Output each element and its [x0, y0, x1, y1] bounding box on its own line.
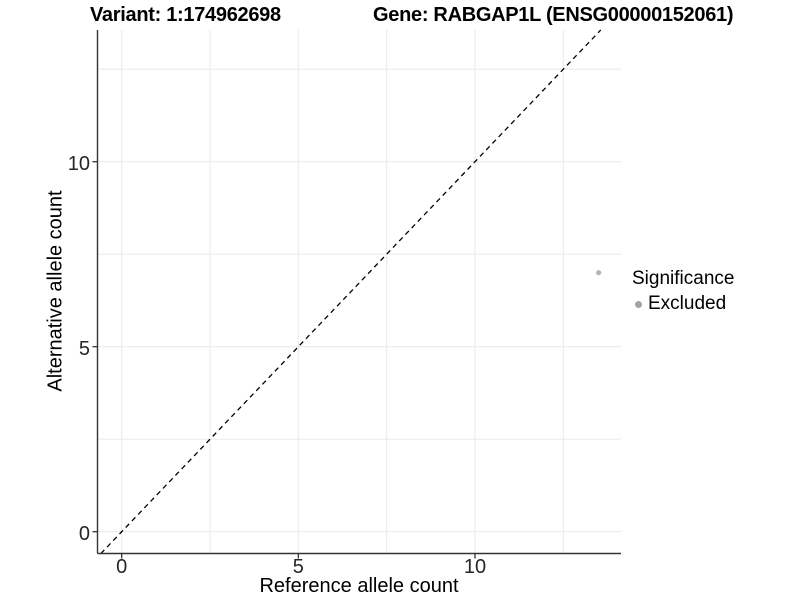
y-tick-label: 10: [67, 152, 90, 175]
legend-item-label: Excluded: [648, 293, 727, 314]
x-axis-title: Reference allele count: [259, 575, 459, 597]
x-tick-label: 5: [292, 556, 304, 578]
identity-line: [100, 29, 602, 554]
gene-title: Gene: RABGAP1L (ENSG00000152061): [373, 4, 734, 26]
y-axis-title: Alternative allele count: [44, 190, 67, 392]
legend-item-excluded: Excluded: [632, 293, 734, 315]
excluded-point-icon: [635, 300, 642, 308]
x-tick-label: 0: [116, 556, 128, 578]
legend-title: Significance: [632, 268, 735, 289]
variant-title: Variant: 1:174962698: [90, 4, 281, 26]
data-point: [596, 270, 602, 276]
x-tick-label: 10: [463, 556, 487, 578]
y-tick-label: 5: [78, 337, 90, 360]
y-tick-label: 0: [78, 522, 90, 545]
legend: Significance Excluded: [632, 268, 734, 315]
